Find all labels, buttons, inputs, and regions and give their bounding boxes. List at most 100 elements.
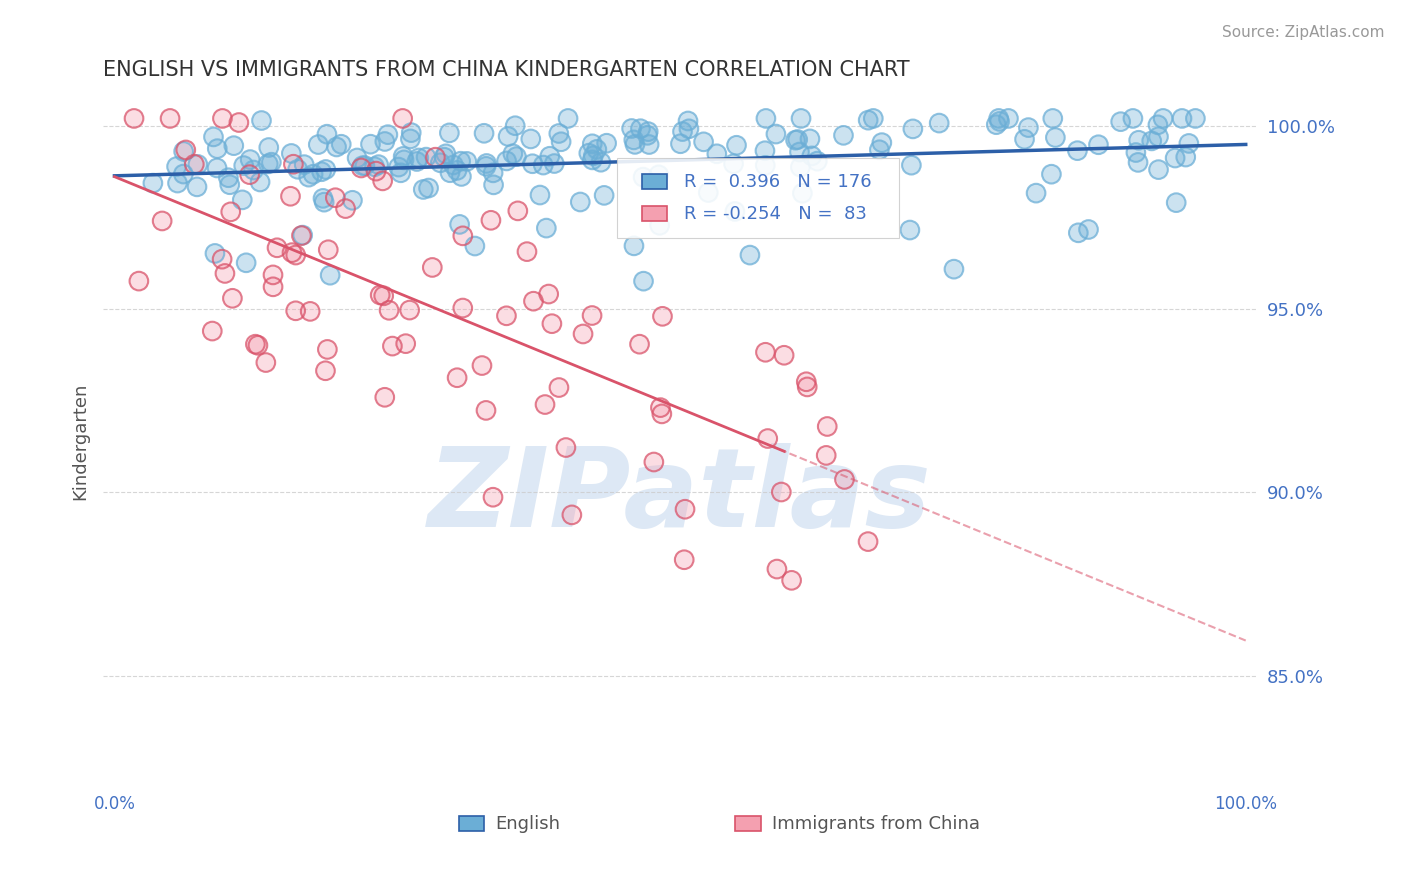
Point: [298, 170, 321, 185]
Point: [475, 159, 498, 173]
Point: [280, 146, 302, 161]
Point: [367, 158, 389, 172]
Point: [595, 136, 617, 151]
Point: [987, 112, 1010, 126]
Point: [1045, 130, 1067, 145]
Point: [643, 455, 665, 469]
Point: [364, 164, 387, 178]
Point: [534, 398, 557, 412]
Point: [623, 133, 645, 147]
Point: [221, 291, 243, 305]
Point: [280, 189, 302, 203]
Point: [219, 204, 242, 219]
Point: [316, 343, 339, 357]
Point: [578, 146, 600, 161]
Point: [832, 128, 855, 143]
Point: [676, 114, 699, 128]
Point: [773, 348, 796, 362]
Point: [633, 274, 655, 288]
Point: [1066, 144, 1088, 158]
Point: [482, 178, 505, 192]
Point: [643, 455, 665, 469]
Point: [799, 132, 821, 146]
Point: [868, 143, 890, 157]
Point: [475, 403, 498, 417]
Point: [245, 337, 267, 351]
Point: [800, 149, 823, 163]
Point: [166, 176, 188, 190]
Point: [1087, 137, 1109, 152]
Point: [1066, 144, 1088, 158]
Point: [245, 337, 267, 351]
Point: [290, 228, 312, 243]
Point: [900, 158, 922, 172]
Point: [1147, 162, 1170, 177]
Point: [572, 326, 595, 341]
Point: [283, 157, 305, 171]
Point: [898, 223, 921, 237]
Point: [1125, 145, 1147, 160]
Point: [420, 260, 443, 275]
Point: [214, 267, 236, 281]
Point: [316, 243, 339, 257]
Point: [450, 169, 472, 184]
Bar: [643, 206, 668, 221]
Point: [862, 112, 884, 126]
Point: [789, 145, 811, 159]
Point: [766, 562, 789, 576]
Point: [399, 132, 422, 146]
Point: [128, 274, 150, 288]
Point: [506, 203, 529, 218]
Point: [388, 160, 411, 174]
Point: [638, 137, 661, 152]
Point: [246, 338, 269, 352]
Point: [796, 380, 818, 394]
Point: [316, 343, 339, 357]
Point: [307, 137, 329, 152]
Point: [434, 146, 457, 161]
Point: [1152, 112, 1174, 126]
Point: [790, 112, 813, 126]
Point: [832, 128, 855, 143]
Point: [770, 485, 793, 500]
Point: [673, 553, 696, 567]
Point: [471, 359, 494, 373]
Point: [451, 301, 474, 315]
Point: [548, 380, 571, 394]
Point: [287, 162, 309, 177]
Point: [257, 140, 280, 154]
Point: [281, 245, 304, 260]
Point: [228, 115, 250, 129]
Point: [589, 155, 612, 169]
Point: [298, 170, 321, 185]
Point: [928, 116, 950, 130]
Point: [754, 144, 776, 158]
Point: [1126, 155, 1149, 169]
Point: [834, 472, 856, 486]
Point: [354, 159, 377, 173]
Bar: [735, 816, 761, 831]
Point: [637, 128, 659, 143]
Point: [754, 144, 776, 158]
Point: [142, 176, 165, 190]
Point: [522, 294, 544, 309]
Point: [1152, 112, 1174, 126]
Point: [471, 359, 494, 373]
Point: [316, 243, 339, 257]
Point: [723, 157, 745, 171]
Point: [503, 119, 526, 133]
Point: [669, 136, 692, 151]
Point: [928, 116, 950, 130]
Point: [624, 137, 647, 152]
Point: [346, 151, 368, 165]
Point: [900, 158, 922, 172]
Point: [765, 127, 787, 141]
Point: [569, 194, 592, 209]
Point: [561, 508, 583, 522]
Point: [495, 153, 517, 168]
Point: [482, 178, 505, 192]
Point: [623, 133, 645, 147]
Point: [262, 268, 284, 282]
Point: [997, 112, 1019, 126]
Point: [569, 194, 592, 209]
